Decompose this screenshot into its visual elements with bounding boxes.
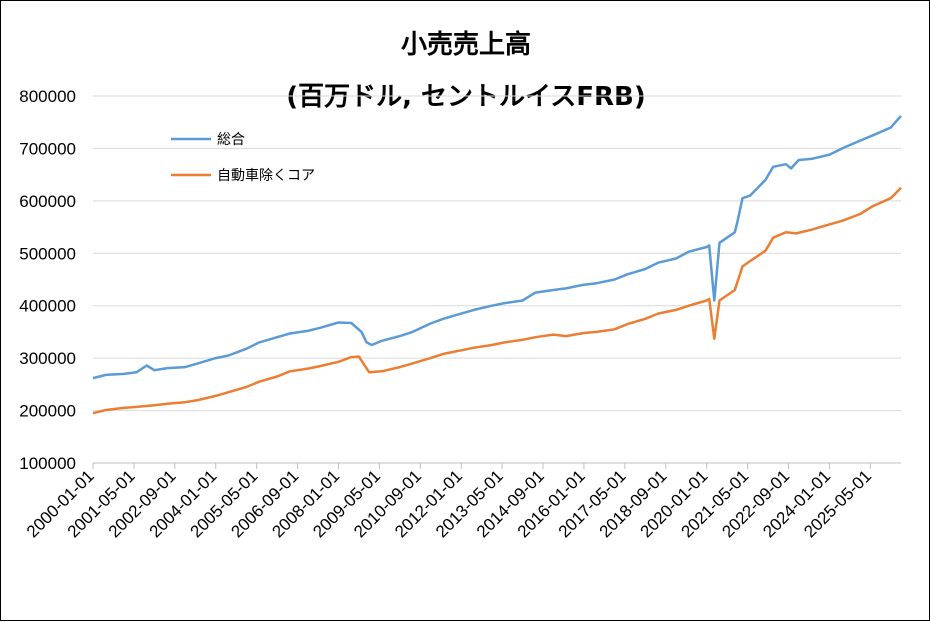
y-tick-label: 700000: [19, 139, 76, 158]
y-tick-label: 400000: [19, 297, 76, 316]
y-tick-label: 500000: [19, 244, 76, 263]
gridlines: [93, 95, 901, 412]
y-tick-label: 300000: [19, 349, 76, 368]
series-line-2: [92, 186, 902, 415]
legend-label-2: 自動車除くコア: [217, 167, 315, 184]
series-group: [92, 115, 902, 415]
y-tick-label: 200000: [19, 402, 76, 421]
y-axis: 100000 200000 300000 400000 500000 600000 7000…: [19, 87, 76, 473]
y-tick-label: 800000: [19, 87, 76, 106]
x-axis: 2000-01-012001-05-012002-09-012004-01-01…: [23, 462, 901, 541]
y-tick-label: 100000: [19, 454, 76, 473]
chart-title: 小売売上高: [401, 29, 531, 60]
series-line-1: [92, 115, 902, 380]
y-tick-label: 600000: [19, 192, 76, 211]
legend-label-1: 総合: [217, 132, 245, 148]
chart-subtitle: (百万ドル, セントルイスFRB): [286, 82, 646, 112]
